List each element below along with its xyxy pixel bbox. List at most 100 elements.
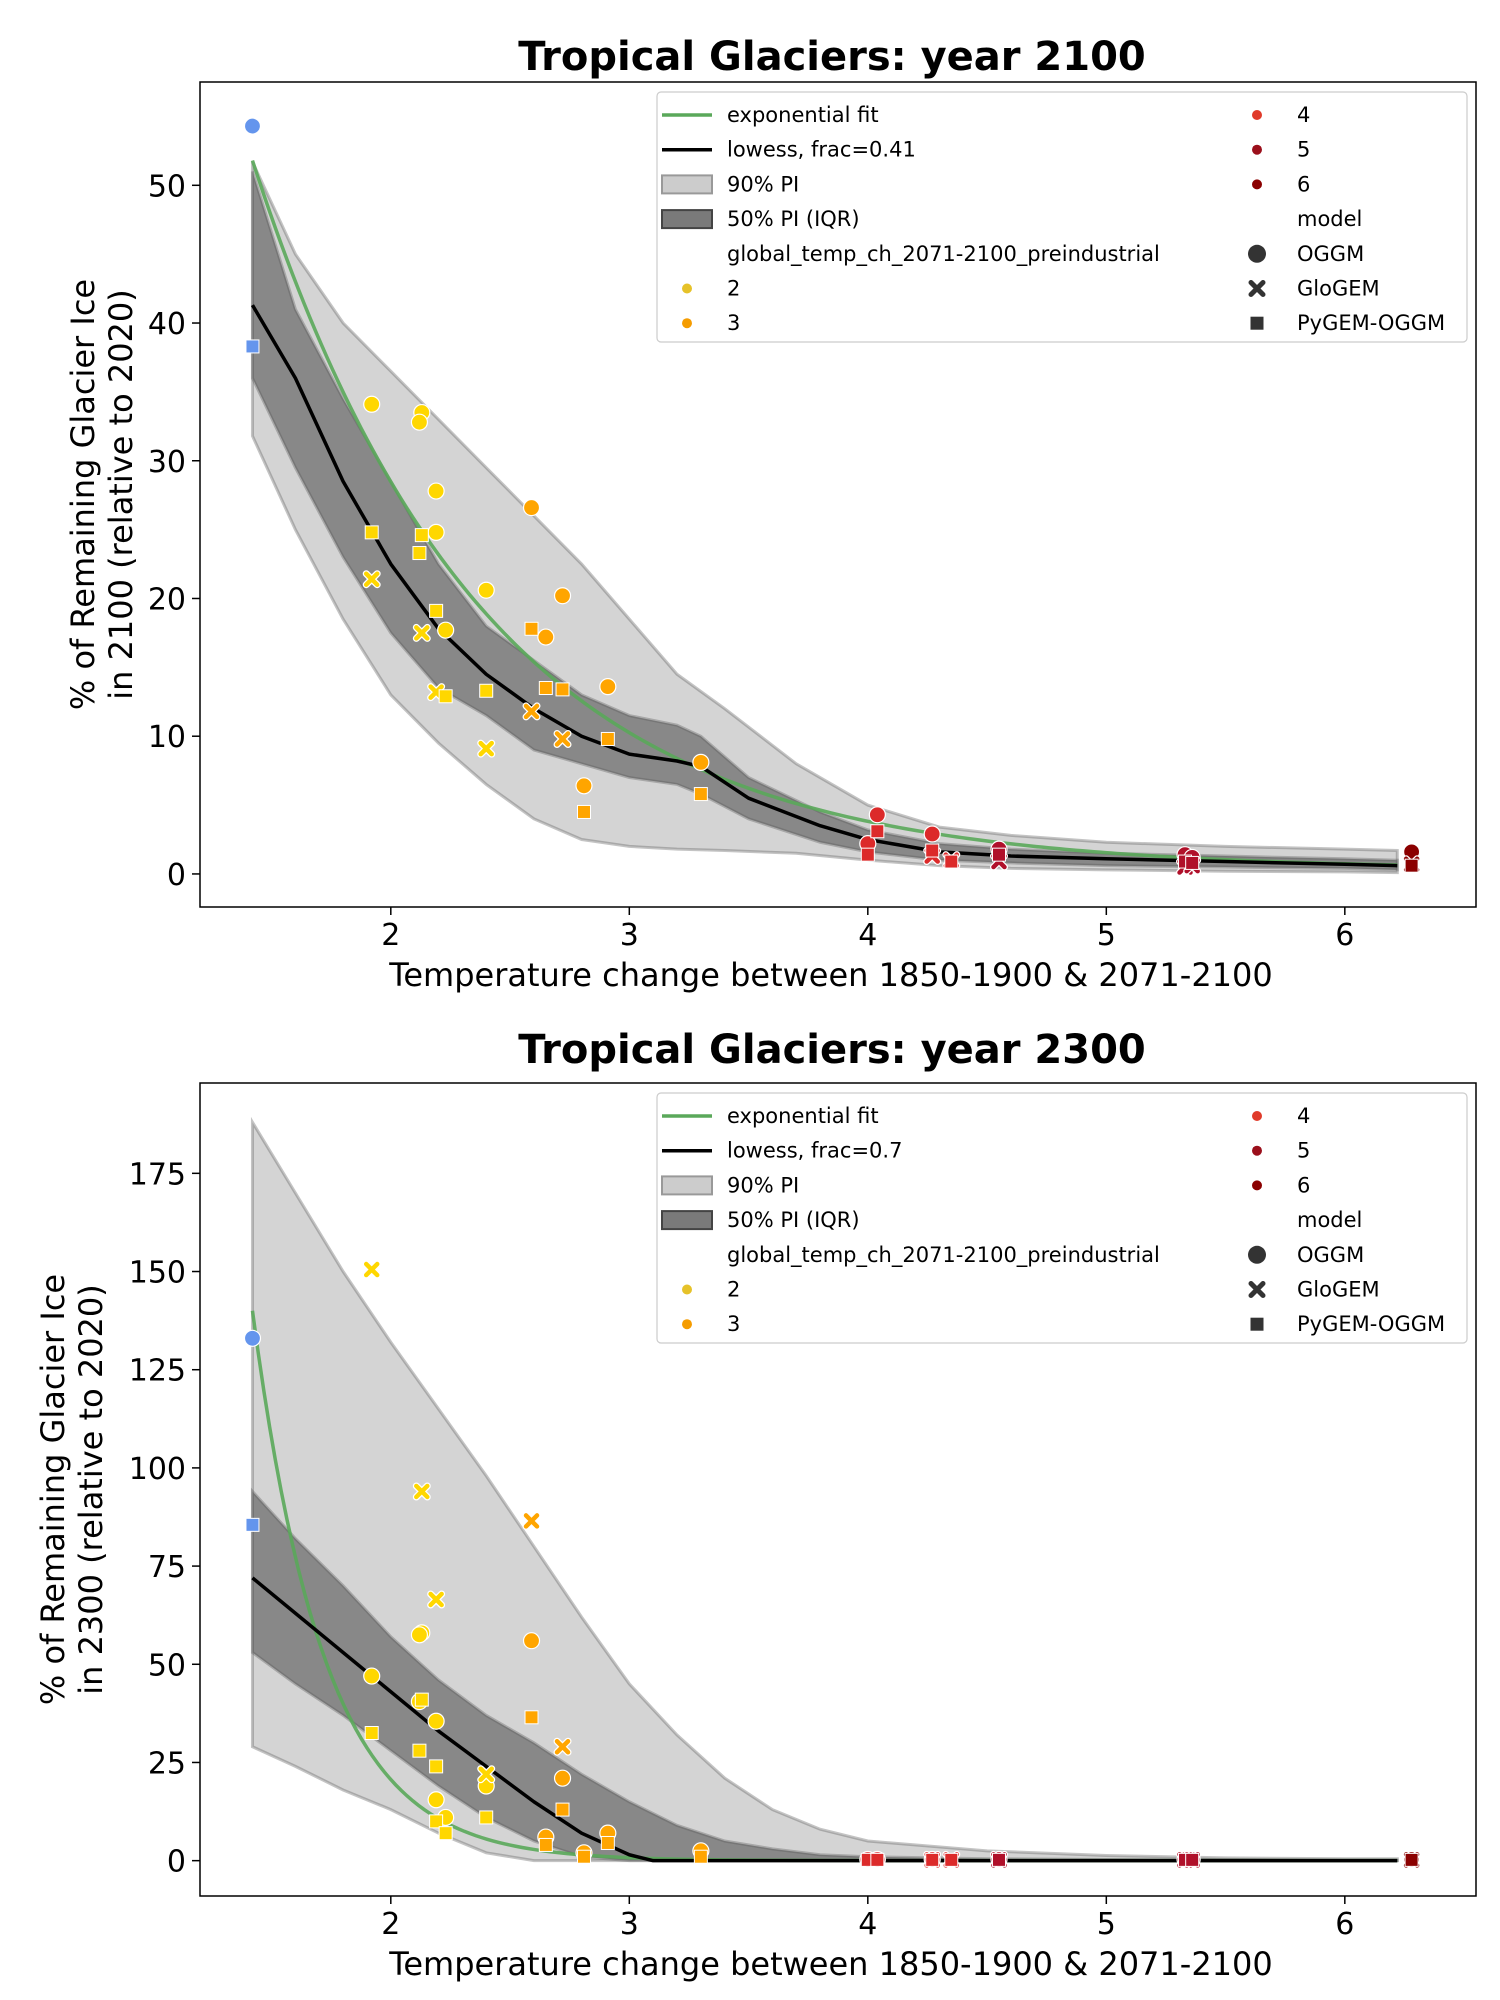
point-pygem-oggm	[429, 603, 444, 618]
y-axis-label-line1: % of Remaining Glacier Ice	[34, 1274, 72, 1705]
legend-level-6-marker	[1252, 179, 1262, 190]
point-oggm	[427, 482, 445, 500]
point-pygem-oggm	[576, 804, 591, 819]
legend-level-3-marker	[682, 318, 692, 329]
point-oggm	[243, 1329, 262, 1347]
legend-level-5-label: 5	[1297, 138, 1310, 162]
plot-frame	[199, 1082, 1477, 1897]
point-pygem-oggm	[925, 843, 940, 858]
exponential-fit-line	[250, 159, 1398, 867]
x-tick-label: 6	[1335, 918, 1354, 953]
point-pygem-oggm	[429, 1814, 444, 1829]
legend-fit-label: exponential fit	[727, 103, 879, 127]
point-pygem-oggm	[412, 1743, 427, 1758]
legend-level-3-label: 3	[727, 311, 740, 335]
point-oggm	[522, 1632, 541, 1650]
legend-level-6-label: 6	[1297, 172, 1310, 196]
legend-level-6-label: 6	[1297, 1173, 1310, 1197]
legend-pygem-marker	[1250, 1317, 1264, 1331]
y-tick-label: 150	[129, 1256, 186, 1291]
point-pygem-oggm	[538, 1837, 553, 1852]
point-pygem-oggm	[944, 1852, 959, 1867]
point-pygem-oggm	[479, 1810, 494, 1825]
plot-area	[243, 117, 1421, 877]
y-axis-label: % of Remaining Glacier Icein 2100 (relat…	[64, 279, 140, 710]
point-oggm	[553, 587, 572, 605]
y-tick-label: 175	[129, 1157, 186, 1192]
point-pygem-oggm	[600, 731, 615, 746]
legend-level-4-marker	[1252, 1111, 1262, 1121]
legend-level-5-label: 5	[1297, 1139, 1310, 1163]
point-glogem	[523, 1513, 540, 1529]
point-glogem	[478, 1766, 494, 1782]
point-pygem-oggm	[1185, 855, 1200, 870]
point-pygem-oggm	[245, 339, 260, 354]
legend-glogem-label: GloGEM	[1297, 1278, 1380, 1302]
x-axis-label: Temperature change between 1850-1900 & 2…	[388, 956, 1273, 994]
legend-box	[656, 1092, 1468, 1344]
point-oggm	[868, 806, 886, 824]
plot-frame	[199, 81, 1477, 908]
point-pygem-oggm	[693, 787, 708, 802]
y-tick-label: 0	[167, 1845, 186, 1880]
legend-oggm-label: OGGM	[1297, 1243, 1364, 1267]
y-tick-label: 20	[148, 582, 186, 617]
x-tick-label: 2	[381, 918, 400, 953]
x-tick-label: 6	[1335, 1907, 1354, 1942]
point-glogem	[554, 731, 571, 747]
point-glogem	[554, 1739, 571, 1755]
point-oggm	[243, 117, 262, 135]
point-oggm	[599, 678, 617, 696]
point-oggm	[692, 753, 710, 771]
y-axis-label-line2: in 2300 (relative to 2020)	[72, 1284, 110, 1695]
legend-level-4-marker	[1252, 110, 1262, 120]
legend-level-4-label: 4	[1297, 103, 1310, 127]
y-axis-label-line2: in 2100 (relative to 2020)	[102, 289, 140, 700]
legend-model-title: model	[1297, 1208, 1362, 1232]
y-tick-label: 100	[129, 1452, 186, 1487]
point-pygem-oggm	[438, 689, 453, 704]
point-pygem-oggm	[479, 683, 494, 698]
chart-title: Tropical Glaciers: year 2300	[518, 1027, 1146, 1073]
point-pygem-oggm	[364, 1726, 379, 1741]
point-oggm	[427, 1791, 445, 1809]
legend-pi90-label: 90% PI	[727, 172, 799, 196]
chart-panel-1: 2 3 4 5 6 0 10 20 30 40 50 Tropical Glaciers: year …	[64, 34, 1477, 994]
plot-area	[243, 1116, 1421, 1869]
point-pygem-oggm	[1404, 858, 1419, 873]
legend-glogem-label: GloGEM	[1297, 277, 1380, 301]
legend-oggm-marker	[1248, 1245, 1266, 1264]
point-pygem-oggm	[925, 1852, 940, 1867]
point-glogem	[523, 703, 540, 720]
point-pygem-oggm	[414, 528, 429, 543]
point-pygem-oggm	[524, 1710, 539, 1725]
point-pygem-oggm	[538, 681, 553, 696]
y-tick-label: 75	[148, 1550, 186, 1585]
point-pygem-oggm	[576, 1849, 591, 1864]
point-pygem-oggm	[693, 1849, 708, 1864]
lowess-line	[251, 1576, 1398, 1863]
y-tick-label: 40	[148, 307, 186, 342]
y-tick-label: 10	[148, 720, 186, 755]
legend-hue-title: global_temp_ch_2071-2100_preindustrial	[727, 1243, 1160, 1268]
legend-box	[656, 91, 1468, 343]
legend-model-title: model	[1297, 207, 1362, 231]
y-axis-label-line1: % of Remaining Glacier Ice	[64, 279, 102, 710]
x-tick-label: 3	[620, 1907, 639, 1942]
legend-lowess-label: lowess, frac=0.41	[727, 138, 916, 162]
point-pygem-oggm	[364, 525, 379, 540]
point-pygem-oggm	[245, 1517, 260, 1532]
y-tick-label: 25	[148, 1746, 186, 1781]
legend-level-4-label: 4	[1297, 1104, 1310, 1128]
point-pygem-oggm	[524, 621, 539, 636]
point-glogem	[414, 1483, 430, 1500]
point-glogem	[478, 740, 494, 757]
point-oggm	[553, 1769, 572, 1787]
y-tick-label: 30	[148, 445, 186, 480]
x-tick-label: 5	[1097, 1907, 1116, 1942]
legend-level-2-marker	[682, 283, 692, 294]
legend-glogem-marker	[1248, 280, 1266, 297]
point-pygem-oggm	[555, 1802, 570, 1817]
point-glogem	[363, 571, 380, 587]
